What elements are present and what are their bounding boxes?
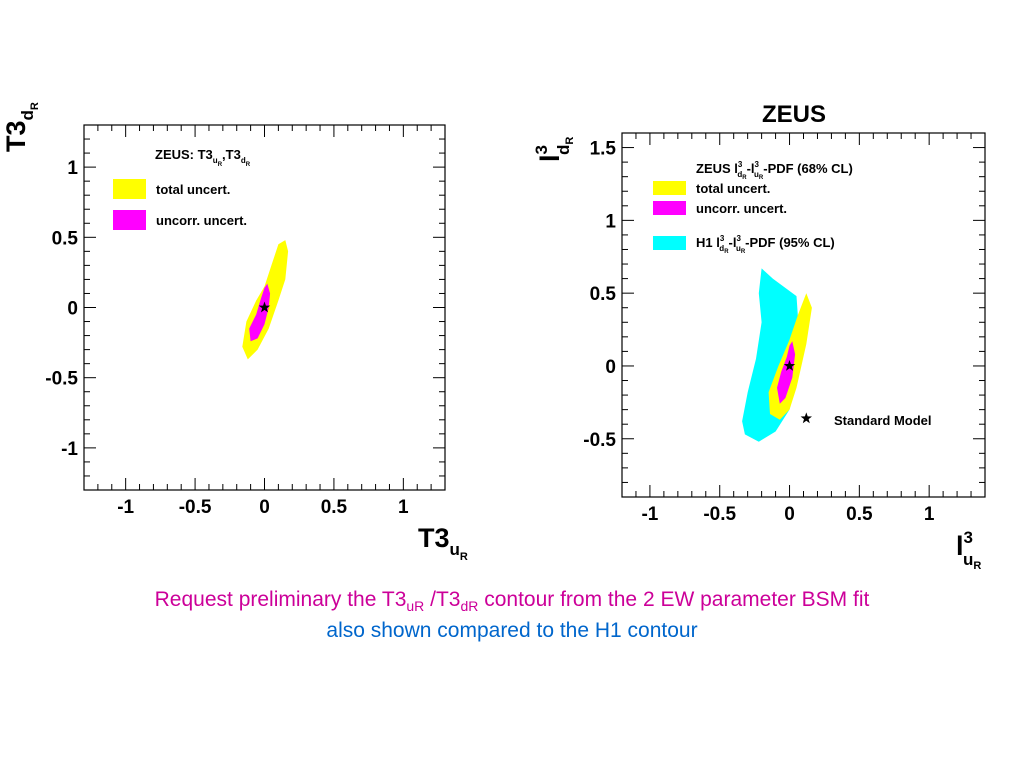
right-legend-label-h1: H1 l3 dR-l3 uR-PDF (95% CL) <box>696 234 835 255</box>
right-legend-swatch-h1 <box>653 236 686 250</box>
right-contours <box>742 268 812 442</box>
right-x-tick-label: 1 <box>924 504 935 525</box>
right-x-tick-label: -0.5 <box>703 504 736 525</box>
right-x-axis-title: l3 uR <box>956 528 981 572</box>
left-contour-uncorr-uncert- <box>249 283 271 342</box>
left-y-tick-label: 1 <box>67 158 78 179</box>
right-x-tick-label: 0 <box>784 504 795 525</box>
caption-line-2: also shown compared to the H1 contour <box>326 619 698 642</box>
left-x-tick-label: 0 <box>259 497 270 518</box>
right-star-marker-0 <box>783 360 796 371</box>
left-y-tick-label: -0.5 <box>45 369 78 390</box>
right-sm-label: Standard Model <box>834 413 932 428</box>
right-x-tick-label: -1 <box>641 504 658 525</box>
left-plot: -1 -0.5 0 0.5 1 -1 -0.5 0 0.5 1 ZEUS: T3uR,T3dR … <box>1 102 468 563</box>
left-legend-label-total: total uncert. <box>156 182 230 197</box>
right-x-ticks <box>635 133 986 497</box>
left-legend-swatch-total <box>113 179 146 199</box>
right-legend-label-total: total uncert. <box>696 181 770 196</box>
left-y-tick-label: 0.5 <box>52 228 79 249</box>
left-x-tick-labels: -1 -0.5 0 0.5 1 <box>117 497 409 518</box>
right-x-tick-labels: -1 -0.5 0 0.5 1 <box>641 504 934 525</box>
right-y-tick-label: 1.5 <box>590 139 617 160</box>
right-legend-swatch-uncorr <box>653 201 686 215</box>
left-star-marker-0 <box>258 301 271 313</box>
left-y-tick-labels: -1 -0.5 0 0.5 1 <box>45 158 78 460</box>
right-contour-uncorr-uncert- <box>777 341 796 404</box>
left-y-ticks <box>84 124 445 491</box>
right-plot: ZEUS -1 -0.5 0 0.5 1 -0.5 0 0.5 1 1.5 ZEUS l3 dR-… <box>532 101 986 572</box>
left-y-tick-label: -1 <box>61 439 78 460</box>
right-legend-swatch-total <box>653 181 686 195</box>
left-x-ticks <box>83 125 446 490</box>
left-x-tick-label: -0.5 <box>179 497 212 518</box>
caption-line-1: Request preliminary the T3uR /T3dR conto… <box>154 588 870 615</box>
right-legend-label-uncorr: uncorr. uncert. <box>696 201 787 216</box>
right-legend: ZEUS l3 dR-l3 uR-PDF (68% CL) total uncert… <box>653 160 932 428</box>
left-legend-header: ZEUS: T3uR,T3dR <box>155 147 251 168</box>
right-y-tick-label: 0.5 <box>590 284 617 305</box>
left-x-tick-label: 0.5 <box>321 497 348 518</box>
left-x-tick-label: -1 <box>117 497 134 518</box>
right-y-tick-label: 0 <box>605 357 616 378</box>
left-x-tick-label: 1 <box>398 497 409 518</box>
left-legend-label-uncorr: uncorr. uncert. <box>156 213 247 228</box>
left-legend-swatch-uncorr <box>113 210 146 230</box>
left-contours <box>242 240 289 360</box>
right-legend-header: ZEUS l3 dR-l3 uR-PDF (68% CL) <box>696 160 853 181</box>
right-x-tick-label: 0.5 <box>846 504 873 525</box>
right-markers <box>783 360 812 424</box>
right-y-tick-label: -0.5 <box>583 430 616 451</box>
right-plot-title: ZEUS <box>762 101 826 128</box>
right-y-ticks <box>622 132 985 498</box>
left-legend: ZEUS: T3uR,T3dR total uncert. uncorr. un… <box>113 147 251 230</box>
right-y-tick-labels: -0.5 0 0.5 1 1.5 <box>583 139 616 451</box>
left-markers <box>258 301 271 313</box>
right-star-marker-1 <box>800 412 812 424</box>
left-x-axis-title: T3uR <box>418 523 468 563</box>
left-y-tick-label: 0 <box>67 299 78 320</box>
left-y-axis-title: T3dR <box>1 102 41 152</box>
right-y-tick-label: 1 <box>605 211 616 232</box>
right-y-axis-title: l3 dR <box>532 137 576 162</box>
